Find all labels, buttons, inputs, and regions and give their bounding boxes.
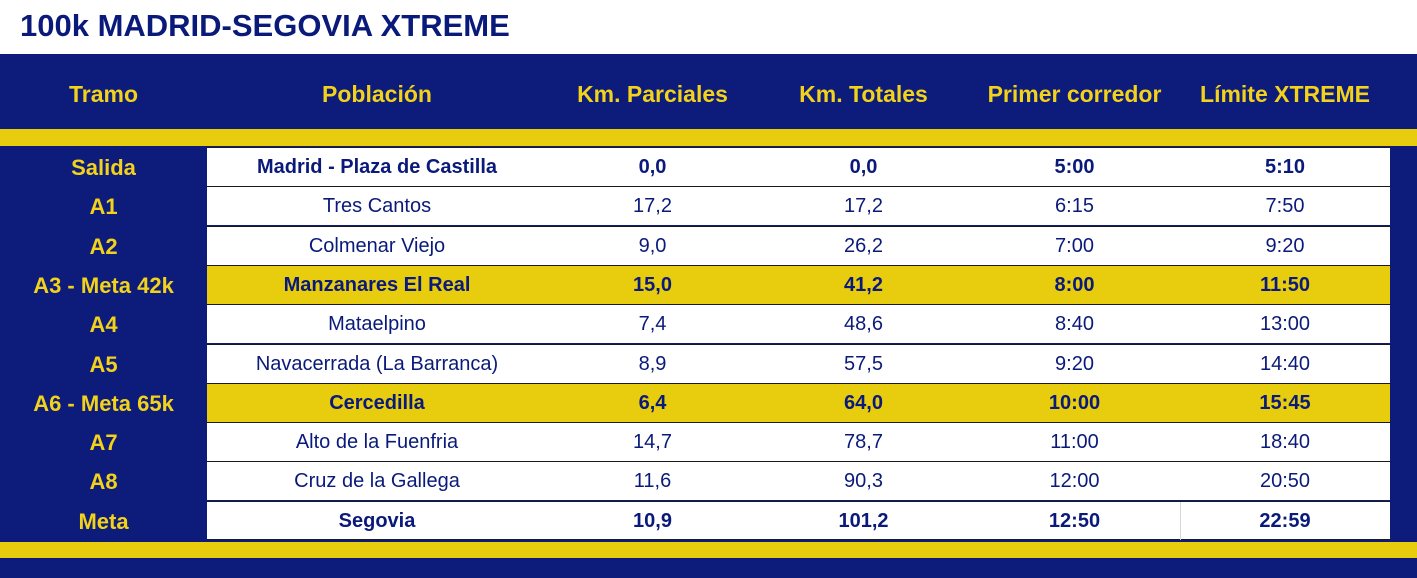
cell-km-parciales: 8,9 (638, 353, 667, 375)
cell-poblacion: Alto de la Fuenfria (295, 431, 459, 453)
cell-limite-xtreme: 14:40 (1259, 353, 1311, 375)
cell-km-parciales: 11,6 (633, 470, 672, 492)
cell-primer-corredor: 9:20 (1055, 353, 1094, 375)
cell-poblacion: Cruz de la Gallega (294, 470, 460, 492)
cell-km-totales: 26,2 (844, 235, 883, 257)
cell-primer-corredor: 8:40 (1055, 313, 1094, 335)
row-label-tramo: Meta (78, 509, 129, 534)
header-poblacion: Población (322, 81, 432, 107)
header-primer-corredor: Primer corredor (987, 81, 1162, 107)
cell-primer-corredor: 12:00 (1049, 470, 1100, 492)
cell-poblacion: Cercedilla (329, 392, 425, 414)
cell-limite-xtreme: 18:40 (1259, 431, 1311, 453)
page-title: 100k MADRID-SEGOVIA XTREME (20, 8, 510, 43)
cell-km-totales: 17,2 (844, 195, 883, 217)
cell-km-parciales: 0,0 (638, 156, 667, 178)
cell-km-parciales: 14,7 (633, 431, 672, 453)
cell-primer-corredor: 7:00 (1055, 235, 1094, 257)
cell-poblacion: Mataelpino (328, 313, 426, 335)
cell-poblacion: Madrid - Plaza de Castilla (256, 156, 498, 178)
cell-km-parciales: 6,4 (638, 392, 667, 414)
cell-km-parciales: 10,9 (633, 510, 672, 532)
table-row: Madrid - Plaza de Castilla 0,0 0,0 5:00 5:10 (207, 147, 1390, 186)
cell-limite-xtreme: 5:10 (1264, 156, 1306, 178)
cell-poblacion: Segovia (338, 510, 416, 532)
table-row: Colmenar Viejo 9,0 26,2 7:00 9:20 (207, 226, 1390, 265)
header-limite-xtreme: Límite XTREME (1200, 81, 1370, 107)
table-row: Navacerrada (La Barranca) 8,9 57,5 9:20 14:4… (207, 344, 1390, 383)
table-row: Alto de la Fuenfria 14,7 78,7 11:00 18:40 (207, 422, 1390, 461)
cell-primer-corredor: 10:00 (1048, 392, 1101, 414)
cell-km-totales: 57,5 (844, 353, 883, 375)
row-label-tramo: A7 (89, 430, 118, 455)
cell-km-totales: 64,0 (844, 392, 883, 414)
row-label-tramo: A2 (89, 234, 118, 259)
cell-primer-corredor: 8:00 (1054, 274, 1095, 296)
cell-km-totales: 48,6 (844, 313, 883, 335)
row-label-tramo: Salida (71, 155, 136, 180)
table-row: Cercedilla 6,4 64,0 10:00 15:45 (207, 383, 1390, 422)
header-km-totales: Km. Totales (799, 81, 928, 107)
row-label-tramo: A4 (89, 312, 118, 337)
cell-limite-xtreme: 9:20 (1265, 235, 1305, 257)
cell-primer-corredor: 11:00 (1050, 431, 1099, 453)
row-label-tramo: A8 (89, 469, 118, 494)
cell-limite-xtreme: 7:50 (1265, 195, 1305, 217)
cell-km-totales: 90,3 (844, 470, 883, 492)
cell-poblacion: Tres Cantos (322, 195, 432, 217)
cell-limite-xtreme: 11:50 (1259, 274, 1311, 296)
cell-km-parciales: 17,2 (633, 195, 672, 217)
table-row: Mataelpino 7,4 48,6 8:40 13:00 (207, 304, 1390, 343)
header-tramo: Tramo (68, 81, 139, 107)
bottom-stripe (0, 542, 1417, 558)
top-stripe (0, 129, 1417, 146)
column-divider (1180, 502, 1181, 540)
cell-km-parciales: 7,4 (638, 313, 667, 335)
cell-poblacion: Navacerrada (La Barranca) (255, 353, 499, 375)
table-header: Tramo Población Km. Parciales Km. Totale… (0, 54, 1417, 129)
cell-km-totales: 78,7 (844, 431, 883, 453)
row-label-tramo: A5 (89, 352, 118, 377)
header-km-parciales: Km. Parciales (577, 81, 728, 107)
table-row: Cruz de la Gallega 11,6 90,3 12:00 20:50 (207, 461, 1390, 500)
cell-km-totales: 0,0 (849, 156, 878, 178)
cell-limite-xtreme: 13:00 (1259, 313, 1311, 335)
cell-primer-corredor: 6:15 (1055, 195, 1094, 217)
table-row: Manzanares El Real 15,0 41,2 8:00 11:50 (207, 265, 1390, 304)
cell-km-parciales: 9,0 (638, 235, 667, 257)
row-label-tramo: A3 - Meta 42k (33, 273, 174, 298)
cell-km-totales: 101,2 (838, 510, 889, 532)
row-label-tramo: A1 (89, 194, 118, 219)
table-row: Segovia 10,9 101,2 12:50 22:59 (207, 501, 1390, 540)
table-row: Tres Cantos 17,2 17,2 6:15 7:50 (207, 186, 1390, 225)
cell-primer-corredor: 12:50 (1048, 510, 1101, 532)
cell-poblacion: Colmenar Viejo (308, 235, 446, 257)
cell-limite-xtreme: 22:59 (1259, 510, 1311, 532)
cell-limite-xtreme: 15:45 (1259, 392, 1311, 414)
cell-limite-xtreme: 20:50 (1259, 470, 1311, 492)
cell-primer-corredor: 5:00 (1054, 156, 1095, 178)
cell-poblacion: Manzanares El Real (283, 274, 471, 296)
row-label-tramo: A6 - Meta 65k (33, 391, 174, 416)
cell-km-parciales: 15,0 (633, 274, 672, 296)
cell-km-totales: 41,2 (844, 274, 883, 296)
